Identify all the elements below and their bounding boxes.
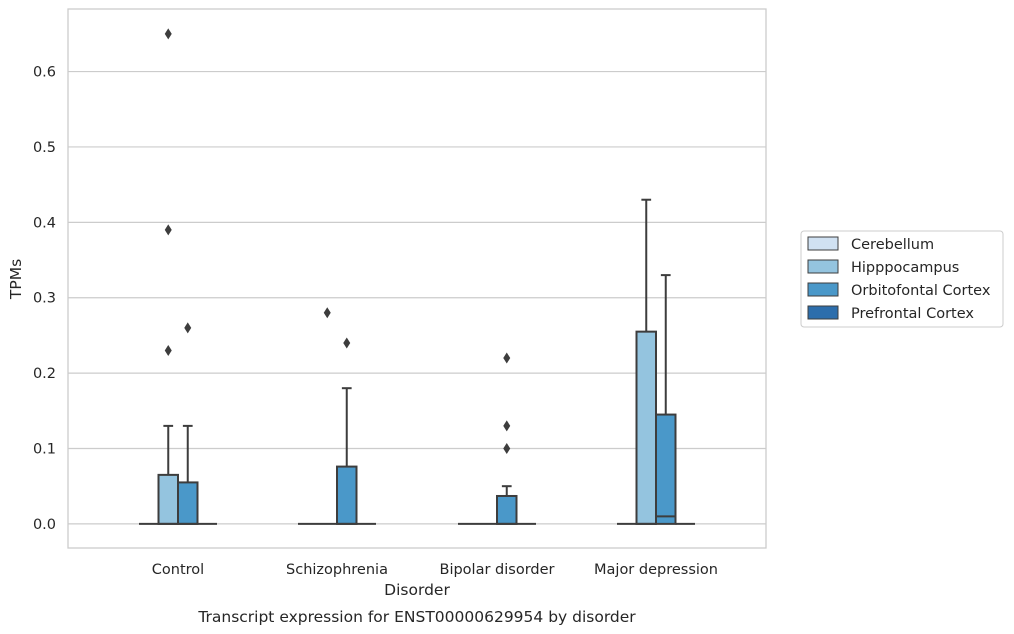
- grid-layer: [68, 70, 766, 525]
- y-tick-label: 0.5: [33, 140, 56, 156]
- x-tick-label: Control: [152, 562, 204, 578]
- outlier-point: [503, 420, 511, 432]
- y-tick-label: 0.6: [33, 65, 56, 81]
- legend-entry: Hipppocampus: [807, 259, 959, 276]
- box-plot: [177, 322, 199, 525]
- box: [336, 465, 358, 525]
- legend-entry: Prefrontal Cortex: [807, 305, 974, 322]
- box-plot: [655, 274, 677, 525]
- box-layer: [139, 28, 695, 525]
- outlier-point: [503, 442, 511, 454]
- outlier-point: [323, 307, 331, 319]
- box: [635, 330, 657, 525]
- outlier-point: [164, 344, 172, 356]
- box: [655, 413, 677, 525]
- y-tick-label: 0.2: [33, 366, 56, 382]
- chart-caption: Transcript expression for ENST0000062995…: [197, 608, 636, 626]
- legend-swatch: [807, 259, 839, 274]
- box-plot: [496, 352, 518, 525]
- x-axis-label: Disorder: [384, 581, 450, 599]
- box-plot: [157, 28, 179, 525]
- y-tick-label: 0.3: [33, 291, 56, 307]
- y-tick-label: 0.1: [33, 441, 56, 457]
- outlier-point: [164, 28, 172, 40]
- x-tick-label: Bipolar disorder: [440, 562, 555, 578]
- box-plot: [317, 307, 337, 525]
- y-axis-label: TPMs: [7, 259, 25, 300]
- legend-swatch: [807, 236, 839, 251]
- legend-label: Cerebellum: [851, 237, 934, 253]
- x-tick-labels: Control Schizophrenia Bipolar disorder Majo…: [152, 562, 718, 578]
- legend-label: Orbitofontal Cortex: [851, 283, 991, 299]
- legend-swatch: [807, 282, 839, 297]
- box: [177, 481, 199, 525]
- box: [157, 473, 179, 525]
- legend-label: Prefrontal Cortex: [851, 306, 974, 322]
- legend-frame: [800, 230, 1004, 328]
- box: [496, 494, 518, 525]
- outlier-point: [184, 322, 192, 334]
- box-plot: [635, 198, 657, 525]
- y-tick-label: 0.0: [33, 517, 56, 533]
- x-tick-label: Major depression: [594, 562, 718, 578]
- plot-frame: [67, 8, 767, 549]
- y-tick-labels: 0.0 0.1 0.2 0.3 0.4 0.5 0.6: [33, 65, 56, 533]
- outlier-point: [164, 224, 172, 236]
- legend-label: Hipppocampus: [851, 260, 959, 276]
- x-tick-label: Schizophrenia: [286, 562, 388, 578]
- box-plot: [336, 337, 358, 525]
- legend: Cerebellum Hipppocampus Orbitofontal Corte…: [800, 230, 1004, 328]
- outlier-point: [503, 352, 511, 364]
- outlier-point: [343, 337, 351, 349]
- y-tick-label: 0.4: [33, 215, 56, 231]
- legend-swatch: [807, 305, 839, 320]
- legend-entry: Cerebellum: [807, 236, 934, 253]
- legend-items: Cerebellum Hipppocampus Orbitofontal Corte…: [807, 236, 991, 322]
- legend-entry: Orbitofontal Cortex: [807, 282, 991, 299]
